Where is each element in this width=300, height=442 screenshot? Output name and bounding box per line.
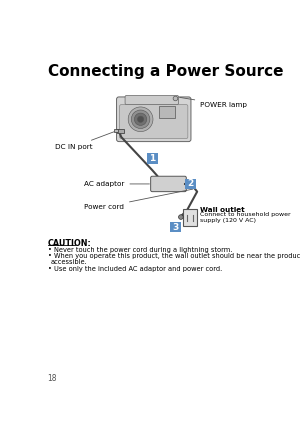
Circle shape (173, 96, 178, 101)
Text: DC IN port: DC IN port (55, 132, 114, 150)
Text: • Use only the included AC adaptor and power cord.: • Use only the included AC adaptor and p… (48, 266, 222, 271)
FancyBboxPatch shape (120, 105, 188, 138)
Bar (183, 209, 197, 225)
Circle shape (128, 107, 153, 132)
Bar (159, 106, 175, 118)
Bar (117, 129, 124, 133)
Text: CAUTION:: CAUTION: (48, 240, 91, 248)
Circle shape (137, 116, 144, 122)
Text: Power cord: Power cord (84, 189, 193, 210)
Text: 2: 2 (187, 179, 193, 188)
FancyBboxPatch shape (151, 176, 186, 192)
Text: • Never touch the power cord during a lightning storm.: • Never touch the power cord during a li… (48, 247, 232, 253)
FancyBboxPatch shape (147, 153, 158, 164)
Text: Wall outlet: Wall outlet (200, 207, 245, 213)
Text: accessible.: accessible. (51, 259, 87, 265)
Circle shape (131, 110, 150, 129)
Text: • When you operate this product, the wall outlet should be near the product and : • When you operate this product, the wal… (48, 253, 300, 259)
FancyBboxPatch shape (185, 179, 196, 189)
Text: 18: 18 (48, 373, 57, 383)
Text: Connect to household power
supply (120 V AC): Connect to household power supply (120 V… (200, 213, 291, 223)
Text: AC adaptor: AC adaptor (84, 181, 149, 187)
Circle shape (134, 113, 147, 126)
Text: 1: 1 (149, 154, 155, 163)
Text: 3: 3 (172, 223, 178, 232)
Bar (114, 129, 118, 132)
FancyBboxPatch shape (116, 97, 191, 141)
Circle shape (178, 215, 183, 219)
Text: Connecting a Power Source: Connecting a Power Source (48, 64, 283, 79)
FancyBboxPatch shape (125, 95, 178, 105)
FancyBboxPatch shape (170, 222, 181, 232)
Text: POWER lamp: POWER lamp (180, 97, 247, 108)
